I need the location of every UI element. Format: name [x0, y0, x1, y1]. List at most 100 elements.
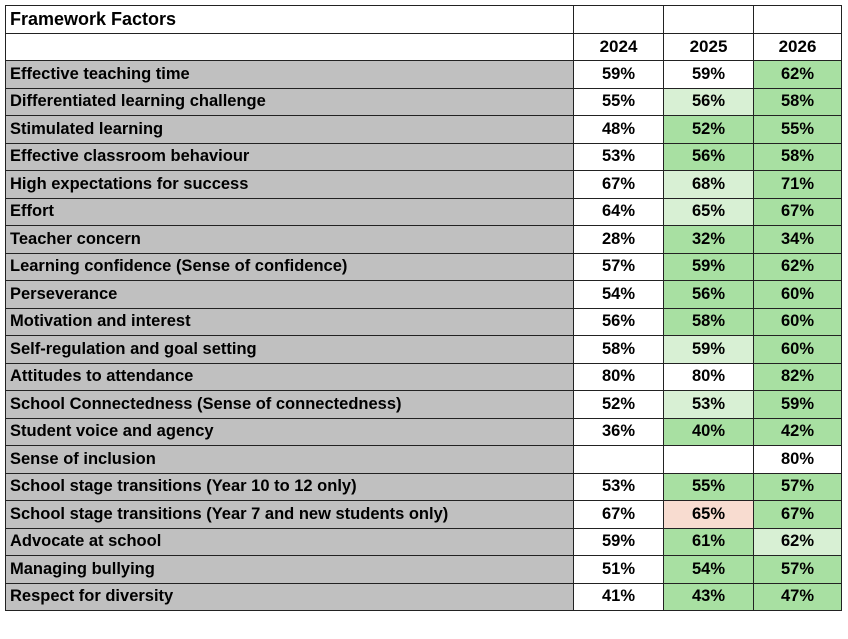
value-cell-2025: 43% — [663, 582, 754, 611]
value-cell-2026: 34% — [753, 225, 842, 254]
value-cell-2026: 57% — [753, 555, 842, 584]
value-cell-2024: 54% — [573, 280, 664, 309]
header-row: 2024 2025 2026 — [5, 32, 842, 61]
title-empty-cell — [753, 5, 842, 34]
value-cell-2026: 55% — [753, 115, 842, 144]
value-cell-2026: 60% — [753, 335, 842, 364]
value-cell-2026: 58% — [753, 87, 842, 116]
value-cell-2024: 56% — [573, 307, 664, 336]
table-row: Learning confidence (Sense of confidence… — [5, 252, 842, 281]
value-cell-2024: 67% — [573, 500, 664, 529]
value-cell-2024: 57% — [573, 252, 664, 281]
table-body: Framework Factors 2024 2025 2026 Effecti… — [5, 5, 842, 611]
factor-label: Advocate at school — [5, 527, 574, 556]
value-cell-2024: 36% — [573, 417, 664, 446]
factor-label: Teacher concern — [5, 225, 574, 254]
value-cell-2026: 62% — [753, 252, 842, 281]
value-cell-2024: 53% — [573, 142, 664, 171]
factor-label: Self-regulation and goal setting — [5, 335, 574, 364]
table-row: Student voice and agency 36% 40% 42% — [5, 417, 842, 446]
table-row: Self-regulation and goal setting 58% 59% 60… — [5, 335, 842, 364]
year-header: 2025 — [663, 32, 754, 61]
table-row: Effort 64% 65% 67% — [5, 197, 842, 226]
value-cell-2025: 59% — [663, 60, 754, 89]
factor-label: School stage transitions (Year 7 and new… — [5, 500, 574, 529]
value-cell-2025 — [663, 445, 754, 474]
value-cell-2025: 58% — [663, 307, 754, 336]
value-cell-2025: 52% — [663, 115, 754, 144]
table-row: Advocate at school 59% 61% 62% — [5, 527, 842, 556]
factor-label: Stimulated learning — [5, 115, 574, 144]
value-cell-2025: 65% — [663, 197, 754, 226]
value-cell-2026: 67% — [753, 197, 842, 226]
table-row: Effective classroom behaviour 53% 56% 58% — [5, 142, 842, 171]
factor-label: Managing bullying — [5, 555, 574, 584]
factor-label: Sense of inclusion — [5, 445, 574, 474]
value-cell-2024: 58% — [573, 335, 664, 364]
table-row: Differentiated learning challenge 55% 56% 5… — [5, 87, 842, 116]
value-cell-2026: 62% — [753, 60, 842, 89]
value-cell-2025: 65% — [663, 500, 754, 529]
factor-label: Motivation and interest — [5, 307, 574, 336]
factor-label: High expectations for success — [5, 170, 574, 199]
factor-label: Differentiated learning challenge — [5, 87, 574, 116]
factor-label: Respect for diversity — [5, 582, 574, 611]
table-row: Teacher concern 28% 32% 34% — [5, 225, 842, 254]
value-cell-2025: 32% — [663, 225, 754, 254]
table-row: School Connectedness (Sense of connected… — [5, 390, 842, 419]
value-cell-2025: 56% — [663, 280, 754, 309]
value-cell-2025: 54% — [663, 555, 754, 584]
table-row: School stage transitions (Year 10 to 12 … — [5, 472, 842, 501]
value-cell-2024: 55% — [573, 87, 664, 116]
value-cell-2024: 48% — [573, 115, 664, 144]
framework-factors-table: Framework Factors 2024 2025 2026 Effecti… — [5, 5, 842, 611]
factor-label: Effective teaching time — [5, 60, 574, 89]
value-cell-2025: 68% — [663, 170, 754, 199]
value-cell-2024: 28% — [573, 225, 664, 254]
value-cell-2024: 67% — [573, 170, 664, 199]
value-cell-2026: 57% — [753, 472, 842, 501]
factor-label: School stage transitions (Year 10 to 12 … — [5, 472, 574, 501]
table-row: Stimulated learning 48% 52% 55% — [5, 115, 842, 144]
factor-label: Attitudes to attendance — [5, 362, 574, 391]
value-cell-2024: 59% — [573, 60, 664, 89]
table-row: Respect for diversity 41% 43% 47% — [5, 582, 842, 611]
value-cell-2025: 80% — [663, 362, 754, 391]
value-cell-2025: 56% — [663, 142, 754, 171]
table-row: Perseverance 54% 56% 60% — [5, 280, 842, 309]
value-cell-2025: 59% — [663, 252, 754, 281]
value-cell-2025: 56% — [663, 87, 754, 116]
title-empty-cell — [663, 5, 754, 34]
value-cell-2025: 59% — [663, 335, 754, 364]
value-cell-2025: 53% — [663, 390, 754, 419]
value-cell-2026: 67% — [753, 500, 842, 529]
value-cell-2026: 62% — [753, 527, 842, 556]
value-cell-2025: 61% — [663, 527, 754, 556]
value-cell-2024: 53% — [573, 472, 664, 501]
factor-label: School Connectedness (Sense of connected… — [5, 390, 574, 419]
table-row: Sense of inclusion 80% — [5, 445, 842, 474]
table-row: Motivation and interest 56% 58% 60% — [5, 307, 842, 336]
value-cell-2026: 82% — [753, 362, 842, 391]
factor-label: Learning confidence (Sense of confidence… — [5, 252, 574, 281]
value-cell-2026: 47% — [753, 582, 842, 611]
value-cell-2026: 71% — [753, 170, 842, 199]
year-header: 2026 — [753, 32, 842, 61]
value-cell-2026: 58% — [753, 142, 842, 171]
table-row: Effective teaching time 59% 59% 62% — [5, 60, 842, 89]
table-title: Framework Factors — [5, 5, 574, 34]
factor-label: Effective classroom behaviour — [5, 142, 574, 171]
value-cell-2026: 59% — [753, 390, 842, 419]
year-header: 2024 — [573, 32, 664, 61]
factor-label: Perseverance — [5, 280, 574, 309]
table-row: High expectations for success 67% 68% 71% — [5, 170, 842, 199]
value-cell-2025: 40% — [663, 417, 754, 446]
value-cell-2024: 51% — [573, 555, 664, 584]
value-cell-2024: 59% — [573, 527, 664, 556]
table-row: School stage transitions (Year 7 and new… — [5, 500, 842, 529]
value-cell-2026: 60% — [753, 307, 842, 336]
value-cell-2026: 60% — [753, 280, 842, 309]
header-label-cell — [5, 32, 574, 61]
title-empty-cell — [573, 5, 664, 34]
value-cell-2024: 41% — [573, 582, 664, 611]
